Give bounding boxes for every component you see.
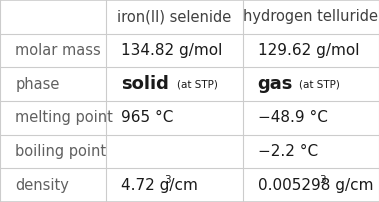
Text: 129.62 g/mol: 129.62 g/mol bbox=[258, 43, 359, 58]
Text: phase: phase bbox=[15, 77, 60, 92]
Text: hydrogen telluride: hydrogen telluride bbox=[243, 9, 378, 24]
Text: density: density bbox=[15, 178, 69, 193]
Text: 4.72 g/cm: 4.72 g/cm bbox=[121, 178, 198, 193]
Text: gas: gas bbox=[258, 75, 293, 93]
Text: 3: 3 bbox=[319, 175, 326, 184]
Text: −2.2 °C: −2.2 °C bbox=[258, 144, 318, 159]
Text: 134.82 g/mol: 134.82 g/mol bbox=[121, 43, 222, 58]
Text: iron(II) selenide: iron(II) selenide bbox=[117, 9, 232, 24]
Text: boiling point: boiling point bbox=[15, 144, 106, 159]
Text: 3: 3 bbox=[164, 175, 171, 184]
Text: (at STP): (at STP) bbox=[299, 79, 340, 89]
Text: solid: solid bbox=[121, 75, 169, 93]
Text: melting point: melting point bbox=[15, 110, 113, 125]
Text: −48.9 °C: −48.9 °C bbox=[258, 110, 327, 125]
Text: 0.005298 g/cm: 0.005298 g/cm bbox=[258, 178, 373, 193]
Text: molar mass: molar mass bbox=[15, 43, 101, 58]
Text: 965 °C: 965 °C bbox=[121, 110, 174, 125]
Text: (at STP): (at STP) bbox=[177, 79, 218, 89]
